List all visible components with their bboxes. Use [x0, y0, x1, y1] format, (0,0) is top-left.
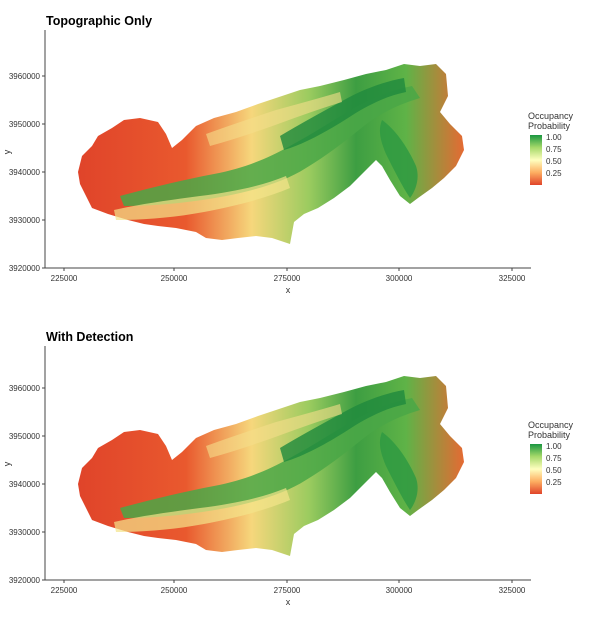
legend-title-line: Occupancy [528, 420, 574, 430]
legend: Occupancy Probability 1.00 0.75 0.50 0.2… [528, 111, 608, 191]
legend-tick-label: 0.25 [546, 169, 562, 178]
x-tick-label: 300000 [386, 274, 413, 283]
y-tick-label: 3920000 [9, 576, 41, 585]
ridge-band-upper [280, 78, 406, 150]
y-tick-label: 3940000 [9, 480, 41, 489]
x-tick-label: 325000 [499, 274, 526, 283]
x-axis-label: x [286, 597, 291, 607]
map-panel-topographic: Topographic Only 3920000 3930000 [0, 0, 613, 315]
legend-tick-label: 1.00 [546, 133, 562, 142]
occupancy-map [78, 64, 464, 244]
x-tick-label: 325000 [499, 586, 526, 595]
legend: Occupancy Probability 1.00 0.75 0.50 0.2… [528, 420, 608, 500]
legend-tick-label: 1.00 [546, 442, 562, 451]
x-axis-label: x [286, 285, 291, 295]
map-plot: 3920000 3930000 3940000 3950000 3960000 … [2, 30, 531, 295]
x-axis-ticks: 225000 250000 275000 300000 325000 [51, 580, 526, 595]
legend-title-line: Probability [528, 430, 571, 440]
x-tick-label: 275000 [274, 586, 301, 595]
map-plot: 3920000 3930000 3940000 3950000 3960000 … [2, 346, 531, 607]
x-tick-label: 225000 [51, 274, 78, 283]
x-tick-label: 250000 [161, 586, 188, 595]
panel-title: Topographic Only [46, 14, 153, 28]
y-tick-label: 3930000 [9, 216, 41, 225]
y-tick-label: 3950000 [9, 432, 41, 441]
panel-title: With Detection [46, 330, 134, 344]
yellow-fringe-north [206, 92, 342, 146]
legend-tick-label: 0.75 [546, 454, 562, 463]
legend-tick-label: 0.50 [546, 157, 562, 166]
legend-title-line: Probability [528, 121, 571, 131]
ridge-band-upper [280, 390, 406, 462]
legend-title-line: Occupancy [528, 111, 574, 121]
y-axis-label: y [2, 461, 12, 466]
y-tick-label: 3960000 [9, 72, 41, 81]
y-axis-label: y [2, 149, 12, 154]
yellow-fringe [114, 176, 290, 220]
map-panel-with-detection: With Detection 3920000 3930000 3940000 [0, 316, 613, 631]
legend-tick-label: 0.75 [546, 145, 562, 154]
legend-tick-label: 0.25 [546, 478, 562, 487]
yellow-fringe-north [206, 404, 342, 458]
y-tick-label: 3960000 [9, 384, 41, 393]
x-tick-label: 275000 [274, 274, 301, 283]
occupancy-map [78, 376, 464, 556]
y-tick-label: 3920000 [9, 264, 41, 273]
legend-title: Occupancy Probability [528, 420, 608, 440]
y-axis-ticks: 3920000 3930000 3940000 3950000 3960000 [9, 384, 45, 585]
legend-tick-label: 0.50 [546, 466, 562, 475]
y-tick-label: 3930000 [9, 528, 41, 537]
x-tick-label: 225000 [51, 586, 78, 595]
x-tick-label: 300000 [386, 586, 413, 595]
x-tick-label: 250000 [161, 274, 188, 283]
ridge-band-east [379, 120, 418, 198]
y-tick-label: 3940000 [9, 168, 41, 177]
yellow-fringe [114, 488, 290, 532]
legend-color-bar [530, 444, 542, 494]
ridge-band-east [379, 432, 418, 510]
y-axis-ticks: 3920000 3930000 3940000 3950000 3960000 [9, 72, 45, 273]
legend-color-bar [530, 135, 542, 185]
x-axis-ticks: 225000 250000 275000 300000 325000 [51, 268, 526, 283]
y-tick-label: 3950000 [9, 120, 41, 129]
legend-title: Occupancy Probability [528, 111, 608, 131]
